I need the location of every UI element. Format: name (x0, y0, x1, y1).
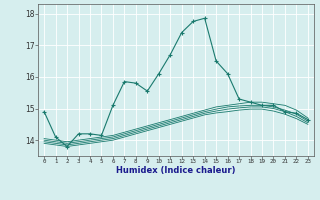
X-axis label: Humidex (Indice chaleur): Humidex (Indice chaleur) (116, 166, 236, 175)
